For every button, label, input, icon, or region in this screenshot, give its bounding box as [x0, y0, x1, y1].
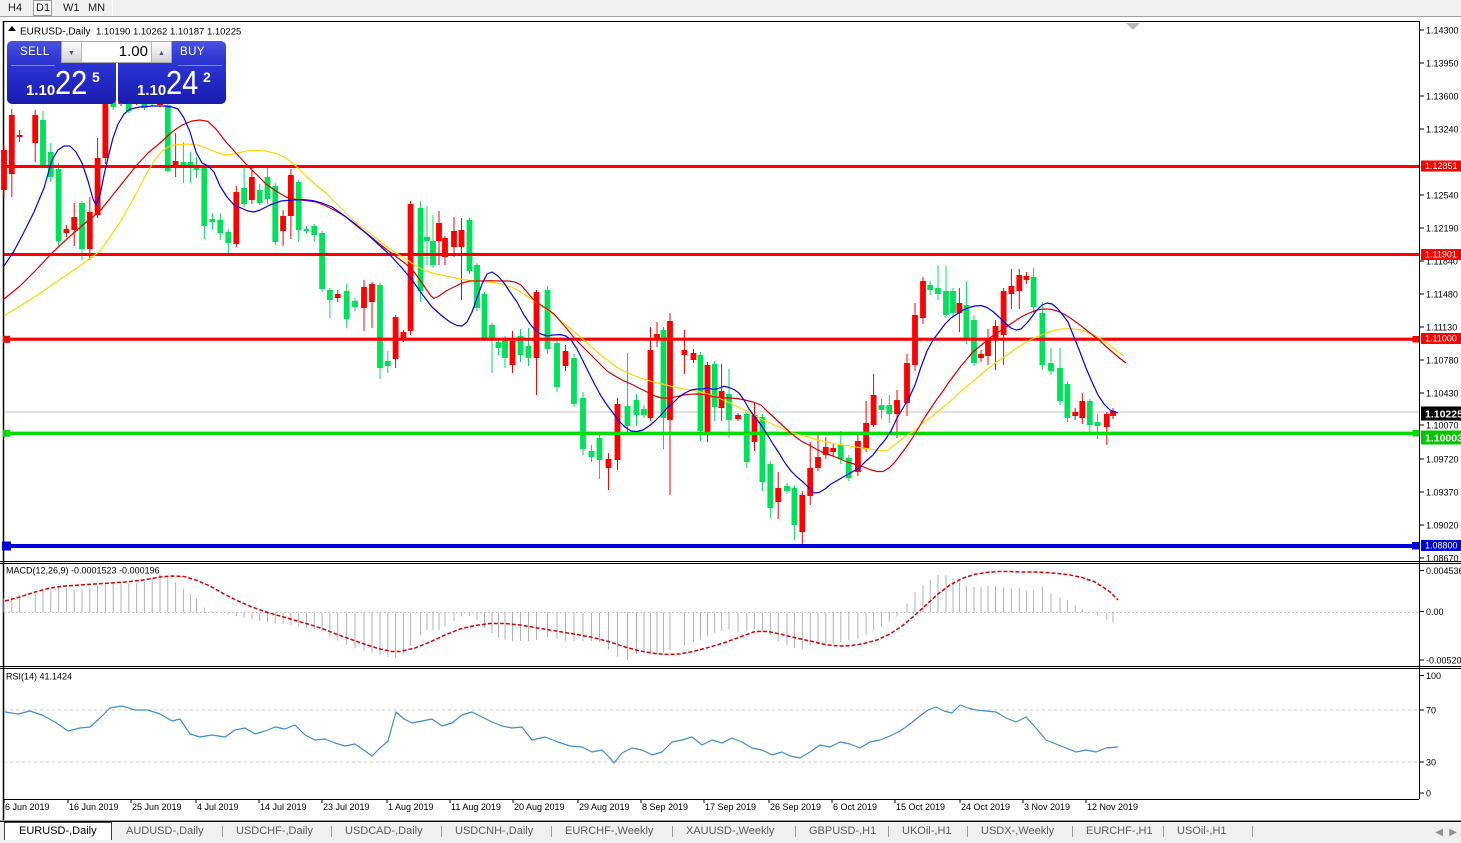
svg-text:70: 70	[1426, 706, 1436, 716]
svg-text:1.09020: 1.09020	[1426, 521, 1459, 531]
svg-text:1.09720: 1.09720	[1426, 455, 1459, 465]
svg-text:3 Nov 2019: 3 Nov 2019	[1024, 802, 1070, 812]
svg-text:1 Aug 2019: 1 Aug 2019	[388, 802, 434, 812]
svg-text:15 Oct 2019: 15 Oct 2019	[896, 802, 945, 812]
svg-text:1.13600: 1.13600	[1426, 92, 1459, 102]
svg-text:16 Jun 2019: 16 Jun 2019	[69, 802, 119, 812]
svg-text:1.11901: 1.11901	[1425, 250, 1457, 260]
svg-text:1.11480: 1.11480	[1426, 290, 1458, 300]
svg-text:1.10430: 1.10430	[1426, 389, 1459, 399]
svg-text:6 Jun 2019: 6 Jun 2019	[5, 802, 50, 812]
svg-text:1.10003: 1.10003	[1425, 432, 1461, 444]
svg-text:1.14300: 1.14300	[1426, 26, 1459, 36]
svg-text:1.13240: 1.13240	[1426, 125, 1459, 135]
svg-text:8 Sep 2019: 8 Sep 2019	[642, 802, 688, 812]
svg-text:14 Jul 2019: 14 Jul 2019	[260, 802, 307, 812]
svg-text:29 Aug 2019: 29 Aug 2019	[579, 802, 630, 812]
svg-text:23 Jul 2019: 23 Jul 2019	[323, 802, 370, 812]
svg-text:24 Oct 2019: 24 Oct 2019	[961, 802, 1010, 812]
svg-text:-0.005205: -0.005205	[1426, 656, 1461, 666]
svg-text:1.10780: 1.10780	[1426, 356, 1459, 366]
svg-text:1.12540: 1.12540	[1426, 191, 1459, 201]
svg-text:30: 30	[1426, 758, 1436, 768]
svg-text:1.10070: 1.10070	[1426, 421, 1459, 431]
svg-text:MACD(12,26,9) -0.0001523 -0.00: MACD(12,26,9) -0.0001523 -0.000196	[6, 566, 160, 576]
svg-text:1.11000: 1.11000	[1425, 334, 1457, 344]
svg-text:12 Nov 2019: 12 Nov 2019	[1087, 802, 1138, 812]
svg-text:20 Aug 2019: 20 Aug 2019	[514, 802, 565, 812]
svg-text:1.11840: 1.11840	[1426, 257, 1458, 267]
svg-text:0.00: 0.00	[1426, 607, 1444, 617]
svg-text:1.11130: 1.11130	[1426, 323, 1457, 333]
svg-text:4 Jul 2019: 4 Jul 2019	[197, 802, 239, 812]
svg-text:1.08800: 1.08800	[1425, 541, 1458, 551]
svg-text:1.12190: 1.12190	[1426, 224, 1459, 234]
svg-text:0.004536: 0.004536	[1426, 566, 1461, 576]
svg-text:1.08670: 1.08670	[1426, 554, 1459, 564]
svg-text:100: 100	[1426, 671, 1441, 681]
svg-text:11 Aug 2019: 11 Aug 2019	[451, 802, 501, 812]
svg-text:1.12851: 1.12851	[1425, 161, 1458, 171]
svg-text:EURUSD-,Daily: EURUSD-,Daily	[20, 27, 91, 38]
svg-text:17 Sep 2019: 17 Sep 2019	[705, 802, 756, 812]
svg-text:1.10225: 1.10225	[1425, 408, 1461, 420]
svg-text:1.10190 1.10262 1.10187 1.1022: 1.10190 1.10262 1.10187 1.10225	[96, 27, 241, 38]
svg-text:25 Jun 2019: 25 Jun 2019	[132, 802, 182, 812]
svg-text:RSI(14) 41.1424: RSI(14) 41.1424	[6, 672, 72, 682]
svg-text:0: 0	[1426, 789, 1431, 799]
svg-text:6 Oct 2019: 6 Oct 2019	[833, 802, 877, 812]
svg-text:1.13950: 1.13950	[1426, 59, 1459, 69]
svg-text:26 Sep 2019: 26 Sep 2019	[770, 802, 821, 812]
svg-text:1.09370: 1.09370	[1426, 488, 1459, 498]
